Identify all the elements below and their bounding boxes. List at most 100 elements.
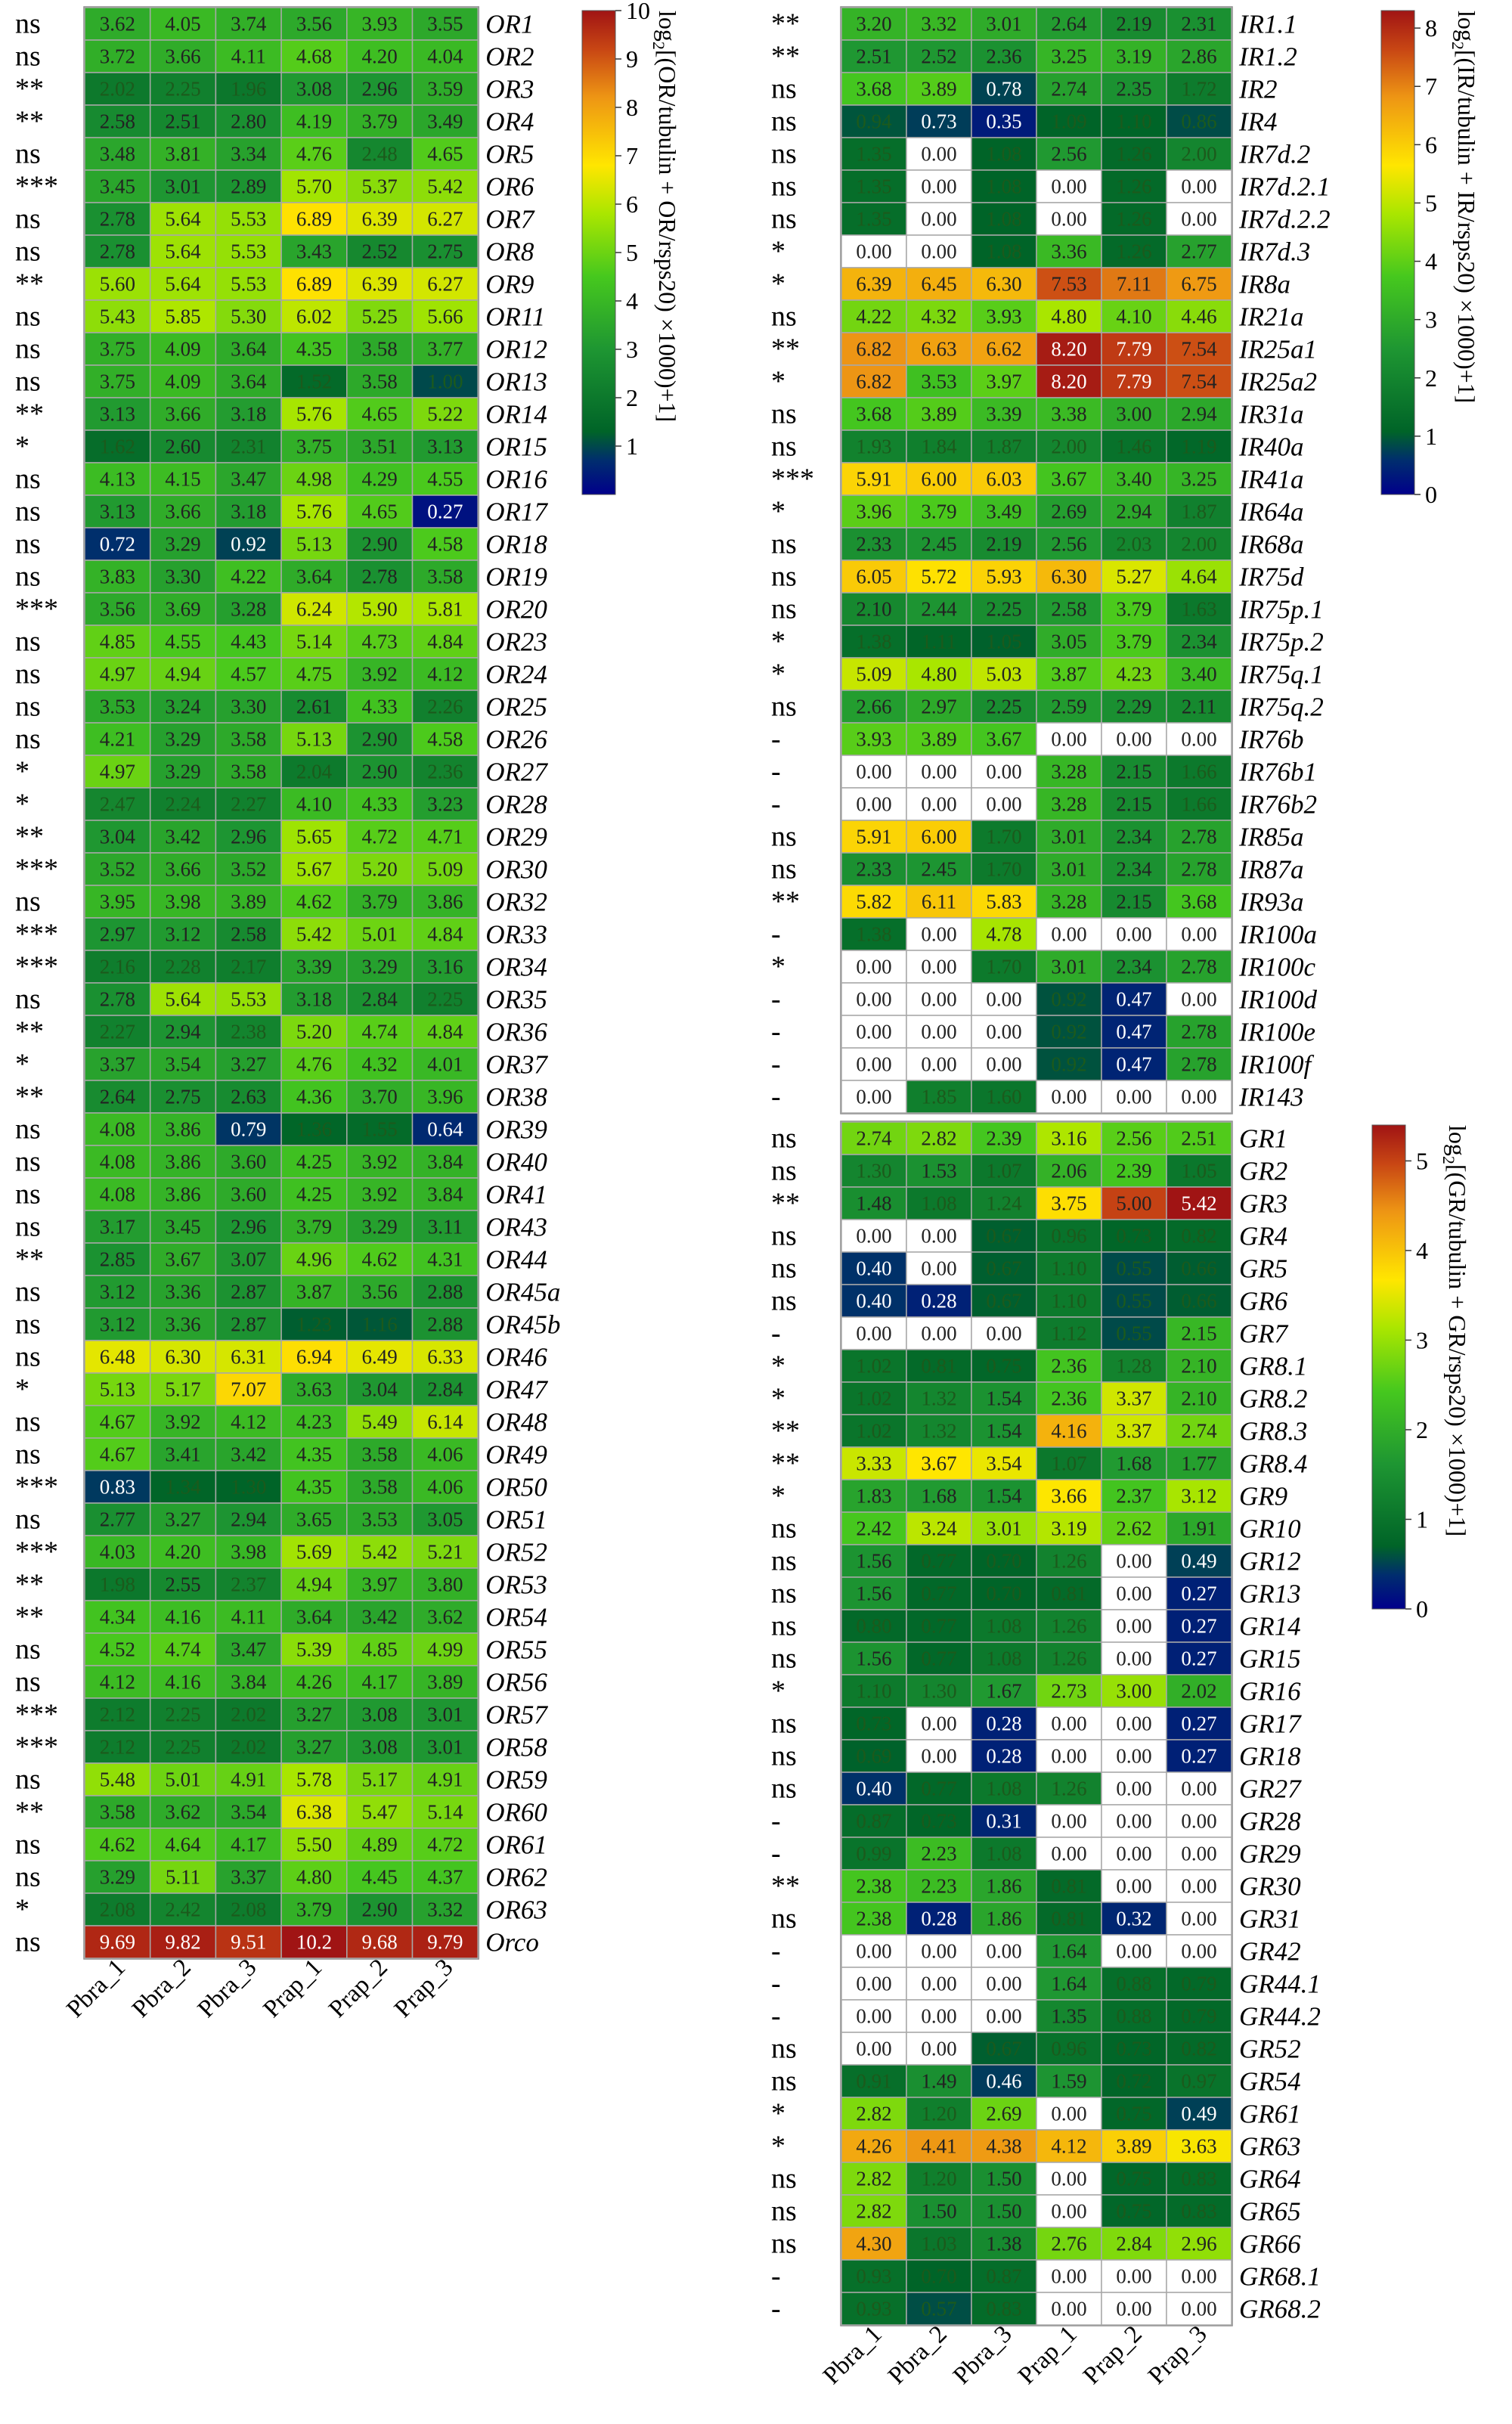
- heatmap-cell: [411, 1405, 479, 1439]
- cell-value: 0.00: [856, 2005, 891, 2028]
- cell-value: 2.97: [921, 696, 956, 718]
- cell-value: 2.74: [1181, 1420, 1217, 1443]
- significance-label: **: [15, 1016, 44, 1048]
- cell-value: 2.61: [296, 696, 332, 718]
- cell-value: 1.23: [296, 1313, 332, 1336]
- cell-value: 0.73: [921, 1810, 956, 1833]
- cell-value: 3.12: [100, 1313, 135, 1336]
- heatmap-cell: [1166, 1015, 1232, 1049]
- heatmap-cell: [1101, 2227, 1167, 2261]
- cell-value: 1.56: [856, 1648, 891, 1670]
- cell-value: 3.28: [1051, 761, 1086, 783]
- heatmap-cell: [906, 462, 972, 496]
- cell-value: 3.89: [921, 403, 956, 426]
- heatmap-cell: [84, 332, 151, 366]
- heatmap-cell: [280, 1340, 348, 1374]
- cell-value: 3.33: [856, 1452, 891, 1475]
- heatmap-cell: [411, 917, 479, 951]
- significance-label: ns: [15, 41, 41, 73]
- cell-value: 3.58: [362, 338, 398, 361]
- cell-value: 2.76: [1051, 2233, 1086, 2255]
- cell-value: 0.70: [921, 2265, 956, 2288]
- heatmap-cell: [1166, 1576, 1232, 1610]
- cell-value: 2.52: [362, 240, 398, 263]
- significance-label: -: [771, 2261, 781, 2292]
- heatmap-cell: [215, 560, 282, 594]
- gene-label: OR37: [485, 1050, 548, 1080]
- heatmap-cell: [1036, 1837, 1102, 1871]
- heatmap-cell: [1101, 2064, 1167, 2098]
- cell-value: 1.66: [1181, 793, 1216, 816]
- significance-label: **: [15, 1244, 44, 1276]
- cell-value: 2.90: [362, 728, 398, 751]
- significance-label: ns: [15, 1666, 41, 1698]
- cell-value: 2.90: [362, 761, 398, 783]
- colorbar-2: [1371, 1124, 1406, 1610]
- gene-label: OR45b: [485, 1310, 560, 1340]
- significance-label: -: [771, 2001, 781, 2032]
- gene-label: OR14: [485, 400, 547, 429]
- significance-label: *: [771, 659, 785, 690]
- heatmap-cell: [215, 1697, 282, 1731]
- gene-label: GR7: [1239, 1319, 1289, 1349]
- cell-value: 2.11: [1182, 696, 1216, 718]
- heatmap-cell: [841, 104, 907, 138]
- cell-value: 3.17: [100, 1216, 135, 1238]
- gene-label: OR46: [485, 1343, 547, 1372]
- heatmap-cell: [841, 1349, 907, 1383]
- heatmap-cell: [1101, 1934, 1167, 1968]
- cell-value: 0.83: [986, 2298, 1021, 2320]
- colorbar-tick-label: 6: [626, 191, 638, 218]
- cell-value: 3.72: [100, 45, 135, 68]
- cell-value: 3.28: [1051, 793, 1086, 816]
- gene-label: OR41: [485, 1180, 547, 1210]
- cell-value: 3.55: [427, 13, 463, 36]
- cell-value: 0.00: [1116, 1086, 1151, 1108]
- cell-value: 4.80: [921, 663, 956, 686]
- cell-value: 3.05: [427, 1508, 463, 1531]
- cell-value: 4.91: [427, 1768, 463, 1791]
- colorbar-tick-label: 1: [1416, 1505, 1428, 1533]
- cell-value: 4.26: [856, 2135, 891, 2158]
- heatmap-cell: [84, 1600, 151, 1634]
- heatmap-cell: [411, 1307, 479, 1341]
- heatmap-cell: [411, 560, 479, 594]
- gene-label: OR54: [485, 1603, 547, 1632]
- heatmap-cell: [971, 787, 1037, 821]
- gene-label: OR30: [485, 855, 547, 885]
- cell-value: 2.02: [231, 1736, 266, 1759]
- heatmap-cell: [346, 39, 414, 73]
- cell-value: 4.67: [100, 1443, 135, 1466]
- cell-value: 3.08: [296, 78, 332, 101]
- heatmap-cell: [971, 2162, 1037, 2196]
- heatmap-cell: [971, 2064, 1037, 2098]
- heatmap-cell: [149, 1307, 217, 1341]
- significance-label: ns: [15, 1439, 41, 1471]
- gene-label: OR43: [485, 1213, 547, 1242]
- cell-value: 1.86: [986, 1908, 1021, 1930]
- cell-value: 1.35: [856, 208, 891, 231]
- cell-value: 2.51: [1181, 1127, 1216, 1150]
- gene-label: IR100a: [1238, 920, 1317, 950]
- heatmap-cell: [841, 39, 907, 73]
- heatmap-cell: [1036, 1641, 1102, 1675]
- significance-label: -: [771, 724, 781, 755]
- heatmap-cell: [841, 1772, 907, 1806]
- cell-value: 2.90: [362, 533, 398, 556]
- heatmap-cell: [1166, 234, 1232, 268]
- cell-value: 2.16: [100, 956, 135, 978]
- gene-label: OR55: [485, 1635, 547, 1665]
- cell-value: 3.29: [165, 533, 200, 556]
- cell-value: 0.00: [921, 1257, 956, 1280]
- significance-label: ns: [15, 333, 41, 365]
- cell-value: 5.20: [296, 1021, 332, 1043]
- heatmap-cell: [84, 950, 151, 984]
- significance-label: ns: [15, 1114, 41, 1145]
- heatmap-cell: [1166, 1284, 1232, 1318]
- heatmap-cell: [1166, 2162, 1232, 2196]
- cell-value: 3.37: [231, 1866, 266, 1889]
- cell-value: 1.32: [921, 1387, 956, 1410]
- heatmap-cell: [1101, 1414, 1167, 1448]
- cell-value: 3.39: [296, 956, 332, 978]
- heatmap-cell: [411, 39, 479, 73]
